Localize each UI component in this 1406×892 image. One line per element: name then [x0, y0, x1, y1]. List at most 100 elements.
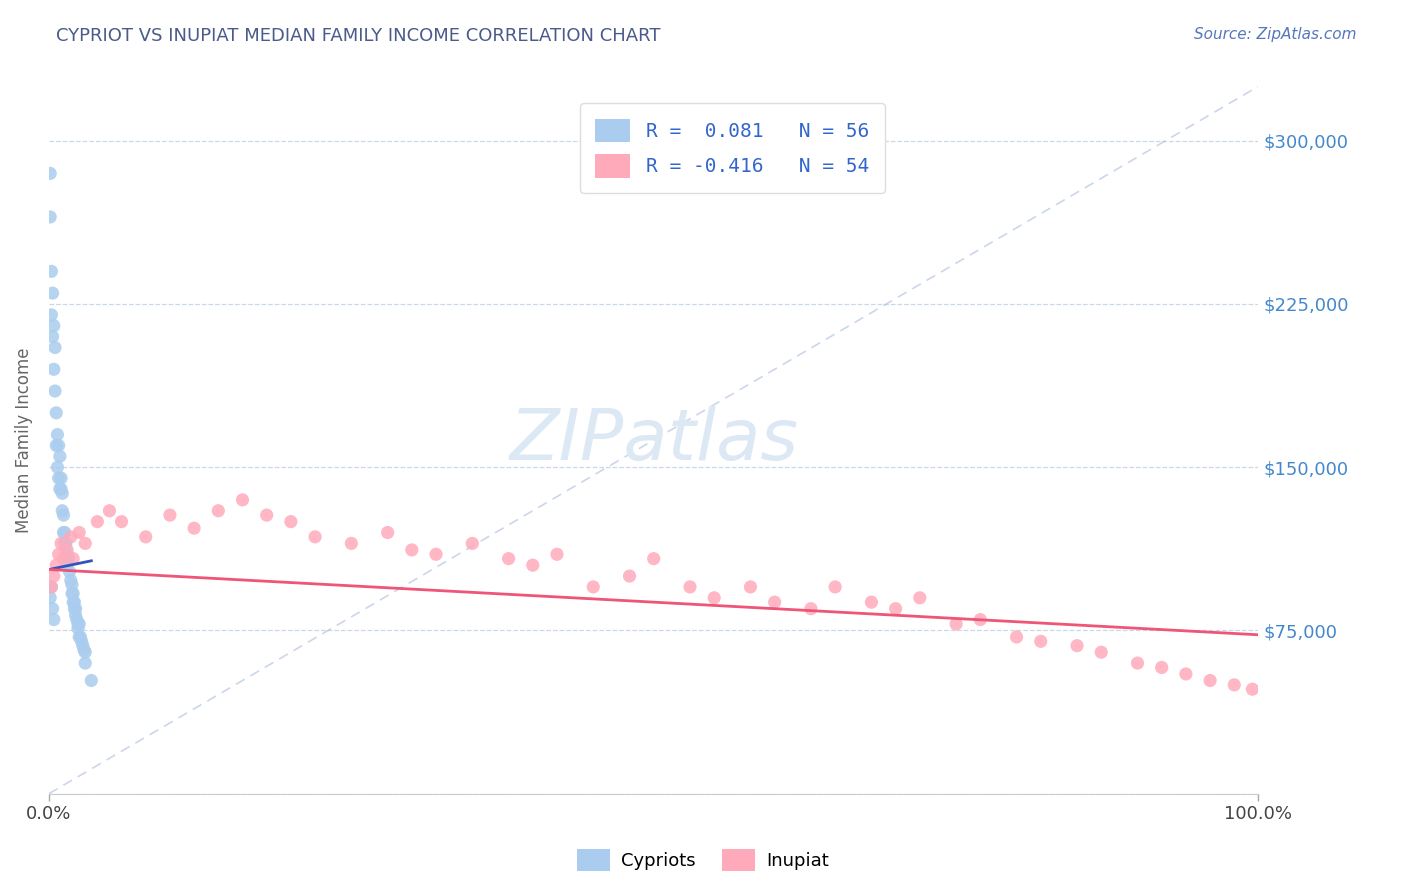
Point: [60, 578, 83, 592]
Point: [65, 601, 87, 615]
Point: [800, 601, 823, 615]
Point: [44, 341, 66, 355]
Point: [49, 482, 72, 496]
Point: [884, 601, 907, 615]
Point: [42, 613, 65, 627]
Point: [49, 536, 72, 550]
Text: Source: ZipAtlas.com: Source: ZipAtlas.com: [1194, 27, 1357, 42]
Point: [498, 551, 520, 566]
Point: [63, 595, 86, 609]
Point: [679, 580, 702, 594]
Point: [53, 525, 76, 540]
Point: [546, 547, 568, 561]
Point: [425, 547, 447, 561]
Point: [703, 591, 725, 605]
Point: [41, 264, 63, 278]
Point: [522, 558, 544, 573]
Point: [75, 656, 97, 670]
Point: [41, 580, 63, 594]
Text: ZIPatlas: ZIPatlas: [509, 406, 799, 475]
Point: [1199, 673, 1222, 688]
Point: [72, 639, 94, 653]
Point: [75, 536, 97, 550]
Point: [763, 595, 786, 609]
Point: [48, 471, 70, 485]
Point: [51, 486, 73, 500]
Point: [59, 530, 82, 544]
Point: [183, 521, 205, 535]
Point: [45, 438, 67, 452]
Point: [51, 504, 73, 518]
Point: [67, 525, 90, 540]
Point: [280, 515, 302, 529]
Point: [42, 318, 65, 333]
Point: [207, 504, 229, 518]
Point: [62, 586, 84, 600]
Y-axis label: Median Family Income: Median Family Income: [15, 347, 32, 533]
Point: [56, 558, 79, 573]
Point: [1174, 667, 1197, 681]
Point: [45, 558, 67, 573]
Point: [39, 591, 62, 605]
Point: [740, 580, 762, 594]
Point: [52, 525, 75, 540]
Point: [110, 515, 132, 529]
Point: [582, 580, 605, 594]
Point: [1090, 645, 1112, 659]
Point: [75, 645, 97, 659]
Point: [860, 595, 883, 609]
Point: [56, 543, 79, 558]
Point: [73, 643, 96, 657]
Point: [66, 621, 89, 635]
Point: [1126, 656, 1149, 670]
Point: [63, 601, 86, 615]
Point: [1066, 639, 1088, 653]
Point: [39, 210, 62, 224]
Point: [231, 492, 253, 507]
Point: [42, 362, 65, 376]
Point: [58, 551, 80, 566]
Point: [53, 536, 76, 550]
Point: [1223, 678, 1246, 692]
Point: [66, 613, 89, 627]
Point: [42, 569, 65, 583]
Point: [908, 591, 931, 605]
Point: [46, 460, 69, 475]
Point: [80, 673, 103, 688]
Legend: R =  0.081   N = 56, R = -0.416   N = 54: R = 0.081 N = 56, R = -0.416 N = 54: [579, 103, 884, 194]
Point: [49, 450, 72, 464]
Point: [135, 530, 157, 544]
Point: [643, 551, 665, 566]
Point: [67, 616, 90, 631]
Point: [62, 595, 84, 609]
Point: [49, 471, 72, 485]
Point: [824, 580, 846, 594]
Point: [377, 525, 399, 540]
Legend: Cypriots, Inupiat: Cypriots, Inupiat: [571, 842, 835, 879]
Point: [41, 286, 63, 301]
Point: [1029, 634, 1052, 648]
Point: [56, 547, 79, 561]
Point: [340, 536, 363, 550]
Point: [52, 551, 75, 566]
Point: [256, 508, 278, 522]
Point: [62, 551, 84, 566]
Point: [44, 384, 66, 398]
Point: [65, 608, 87, 623]
Point: [49, 482, 72, 496]
Point: [39, 166, 62, 180]
Point: [98, 504, 121, 518]
Point: [69, 630, 91, 644]
Point: [41, 329, 63, 343]
Point: [41, 580, 63, 594]
Point: [48, 438, 70, 452]
Point: [58, 565, 80, 579]
Point: [48, 547, 70, 561]
Point: [1150, 660, 1173, 674]
Point: [304, 530, 326, 544]
Point: [66, 616, 89, 631]
Point: [159, 508, 181, 522]
Text: CYPRIOT VS INUPIAT MEDIAN FAMILY INCOME CORRELATION CHART: CYPRIOT VS INUPIAT MEDIAN FAMILY INCOME …: [56, 27, 661, 45]
Point: [1005, 630, 1028, 644]
Point: [60, 586, 83, 600]
